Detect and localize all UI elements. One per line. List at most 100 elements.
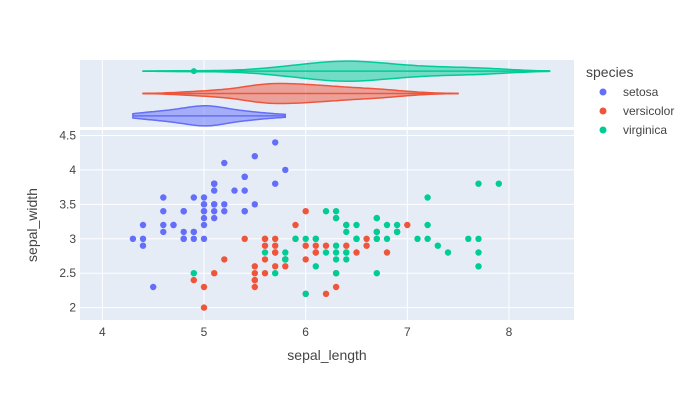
point-virginica <box>343 221 350 229</box>
point-virginica <box>465 235 472 242</box>
x-axis-title: sepal_length <box>287 347 366 363</box>
point-versicolor <box>343 242 350 249</box>
point-virginica <box>272 270 279 277</box>
point-setosa <box>129 235 137 242</box>
point-setosa <box>241 173 248 180</box>
point-setosa <box>139 235 147 242</box>
point-virginica <box>495 180 502 187</box>
x-axis-ticks: 4 5 6 7 8 <box>99 325 513 339</box>
x-tick-label: 7 <box>404 325 411 339</box>
point-virginica <box>322 208 330 215</box>
point-versicolor <box>221 256 228 263</box>
point-virginica <box>373 235 380 242</box>
point-setosa <box>221 208 228 215</box>
point-setosa <box>241 208 248 215</box>
point-virginica <box>343 256 350 263</box>
point-virginica <box>383 221 391 229</box>
point-virginica <box>343 249 350 256</box>
point-versicolor <box>272 263 279 270</box>
point-versicolor <box>363 242 370 249</box>
point-setosa <box>211 187 218 194</box>
point-versicolor <box>272 249 279 256</box>
point-setosa <box>251 153 258 160</box>
point-versicolor <box>332 283 340 291</box>
point-virginica <box>312 263 319 270</box>
point-setosa <box>241 187 248 194</box>
point-virginica <box>332 249 340 256</box>
legend-marker-setosa <box>599 88 607 96</box>
legend-marker-versicolor <box>599 107 607 115</box>
point-versicolor <box>211 270 218 277</box>
point-setosa <box>160 208 167 215</box>
x-tick-label: 6 <box>302 325 309 339</box>
point-versicolor <box>302 208 309 215</box>
violin-outlier-point <box>190 68 197 75</box>
y-tick-label: 3 <box>69 232 76 246</box>
y-tick-label: 3.5 <box>59 197 76 211</box>
point-versicolor <box>200 283 208 291</box>
legend-label-setosa: setosa <box>623 85 659 99</box>
legend-marker-virginica <box>599 126 607 134</box>
point-virginica <box>332 256 340 263</box>
point-virginica <box>373 270 380 277</box>
point-virginica <box>332 208 340 215</box>
point-virginica <box>332 242 340 249</box>
point-versicolor <box>312 249 319 256</box>
point-versicolor <box>322 242 330 249</box>
y-tick-label: 2 <box>69 301 76 315</box>
point-virginica <box>444 249 452 256</box>
point-versicolor <box>200 304 208 311</box>
point-virginica <box>322 249 330 256</box>
x-tick-label: 8 <box>506 325 513 339</box>
point-virginica <box>373 228 380 236</box>
point-setosa <box>200 214 208 222</box>
point-virginica <box>393 228 401 236</box>
point-versicolor <box>292 221 299 229</box>
point-versicolor <box>302 242 309 249</box>
point-setosa <box>180 228 187 236</box>
point-setosa <box>272 180 279 187</box>
point-virginica <box>373 214 380 222</box>
point-setosa <box>190 194 197 201</box>
main-grid <box>80 130 574 320</box>
legend-items: setosa versicolor virginica <box>599 85 674 137</box>
point-virginica <box>343 228 350 236</box>
point-setosa <box>200 235 208 242</box>
point-setosa <box>221 201 228 208</box>
point-virginica <box>475 180 482 187</box>
point-setosa <box>282 166 289 174</box>
point-versicolor <box>261 235 269 242</box>
point-virginica <box>434 242 441 249</box>
point-setosa <box>200 221 208 229</box>
point-setosa <box>160 221 167 229</box>
point-versicolor <box>363 235 370 242</box>
point-virginica <box>190 270 197 277</box>
point-setosa <box>160 194 167 201</box>
point-versicolor <box>261 242 269 249</box>
point-setosa <box>211 201 218 208</box>
point-virginica <box>332 214 340 222</box>
point-setosa <box>139 242 147 249</box>
point-versicolor <box>251 263 258 270</box>
point-virginica <box>424 194 431 201</box>
point-versicolor <box>302 256 309 263</box>
point-setosa <box>170 221 177 229</box>
point-virginica <box>353 221 360 229</box>
point-virginica <box>261 249 269 256</box>
point-versicolor <box>282 263 289 270</box>
point-setosa <box>139 221 147 229</box>
point-versicolor <box>190 276 197 284</box>
point-setosa <box>200 201 208 208</box>
legend-title: species <box>586 64 633 80</box>
y-tick-label: 4 <box>69 163 76 177</box>
point-virginica <box>475 249 482 256</box>
points-layer <box>129 139 502 311</box>
x-tick-label: 4 <box>99 325 106 339</box>
point-virginica <box>475 235 482 242</box>
point-setosa <box>160 228 167 236</box>
point-setosa <box>150 283 157 291</box>
point-virginica <box>393 221 401 229</box>
point-virginica <box>424 221 431 229</box>
point-virginica <box>332 270 340 277</box>
